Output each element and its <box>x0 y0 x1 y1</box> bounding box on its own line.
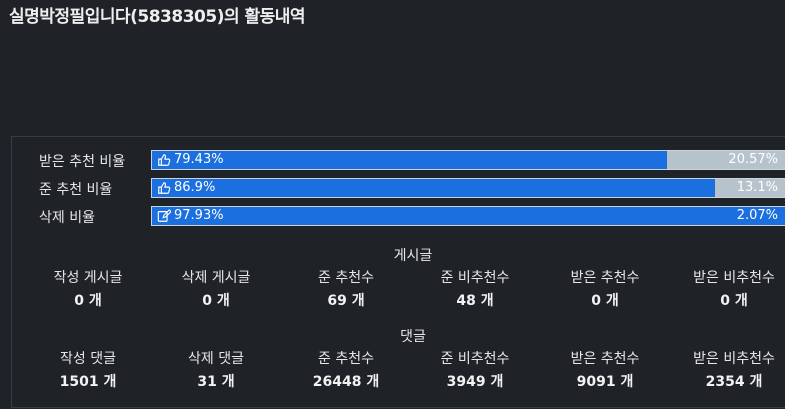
edit-icon <box>157 208 171 222</box>
stat-given-recommends: 준 추천수 69 개 <box>281 267 411 310</box>
ratio-label: 준 추천 비율 <box>39 182 113 198</box>
stat-value: 9091 개 <box>576 374 634 390</box>
stat-value: 0 개 <box>74 293 102 309</box>
stat-label: 삭제 게시글 <box>181 270 251 286</box>
comments-section-title: 댓글 <box>400 329 426 345</box>
ratio-label: 삭제 비율 <box>39 210 95 226</box>
ratio-negative-value: 20.57% <box>728 152 778 167</box>
stat-label: 준 비추천수 <box>440 351 510 367</box>
stat-given-downvotes: 준 비추천수 48 개 <box>410 267 540 310</box>
ratio-bar: 86.9% 13.1% ◷ <box>151 178 785 198</box>
stat-label: 받은 추천수 <box>570 351 640 367</box>
stat-deleted-posts: 삭제 게시글 0 개 <box>151 267 281 310</box>
stat-label: 작성 게시글 <box>53 270 123 286</box>
stat-label: 준 추천수 <box>318 351 374 367</box>
ratio-negative-value: 2.07% <box>736 208 778 223</box>
ratio-bar-fill <box>152 207 785 225</box>
ratio-positive-value: 86.9% <box>174 180 216 195</box>
stat-written-posts: 작성 게시글 0 개 <box>23 267 153 310</box>
stat-value: 48 개 <box>456 293 494 309</box>
stat-label: 받은 비추천수 <box>693 351 775 367</box>
ratio-label: 받은 추천 비율 <box>39 154 126 170</box>
stat-comment-given-recommends: 준 추천수 26448 개 <box>281 348 411 391</box>
stat-label: 받은 추천수 <box>570 270 640 286</box>
stat-label: 작성 댓글 <box>60 351 116 367</box>
stat-value: 3949 개 <box>446 374 504 390</box>
stat-value: 69 개 <box>327 293 365 309</box>
stat-deleted-comments: 삭제 댓글 31 개 <box>151 348 281 391</box>
ratio-bar-fill <box>152 151 667 169</box>
stat-value: 0 개 <box>202 293 230 309</box>
ratio-negative-value: 13.1% <box>736 180 778 195</box>
posts-section-title: 게시글 <box>393 248 433 264</box>
page-title: 실명박정필입니다(5838305)의 활동내역 <box>9 7 306 27</box>
ratio-row-given-recommend: 준 추천 비율 86.9% 13.1% ◷ <box>12 178 785 200</box>
ratio-positive-value: 79.43% <box>174 152 224 167</box>
stat-value: 1501 개 <box>59 374 117 390</box>
stat-comment-received-recommends: 받은 추천수 9091 개 <box>540 348 670 391</box>
stat-value: 31 개 <box>197 374 235 390</box>
ratio-bar: 97.93% 2.07% ▮ <box>151 206 785 226</box>
thumbs-up-icon <box>158 181 171 194</box>
stat-comment-given-downvotes: 준 비추천수 3949 개 <box>410 348 540 391</box>
stat-written-comments: 작성 댓글 1501 개 <box>23 348 153 391</box>
stat-label: 준 추천수 <box>318 270 374 286</box>
stat-value: 0 개 <box>591 293 619 309</box>
stat-value: 26448 개 <box>312 374 380 390</box>
thumbs-up-icon <box>158 153 171 166</box>
stat-label: 삭제 댓글 <box>188 351 244 367</box>
ratio-positive-value: 97.93% <box>174 208 224 223</box>
stat-comment-received-downvotes: 받은 비추천수 2354 개 <box>669 348 785 391</box>
stat-label: 준 비추천수 <box>440 270 510 286</box>
stat-received-downvotes: 받은 비추천수 0 개 <box>669 267 785 310</box>
stat-label: 받은 비추천수 <box>693 270 775 286</box>
ratio-row-delete: 삭제 비율 97.93% 2.07% ▮ <box>12 206 785 228</box>
stat-value: 0 개 <box>720 293 748 309</box>
stat-value: 2354 개 <box>705 374 763 390</box>
stat-received-recommends: 받은 추천수 0 개 <box>540 267 670 310</box>
ratio-bar: 79.43% 20.57% ◷ <box>151 150 785 170</box>
activity-panel: 받은 추천 비율 79.43% 20.57% ◷ 준 추천 비율 86.9% 1… <box>11 136 785 408</box>
ratio-bar-fill <box>152 179 716 197</box>
ratio-row-received-recommend: 받은 추천 비율 79.43% 20.57% ◷ <box>12 150 785 172</box>
